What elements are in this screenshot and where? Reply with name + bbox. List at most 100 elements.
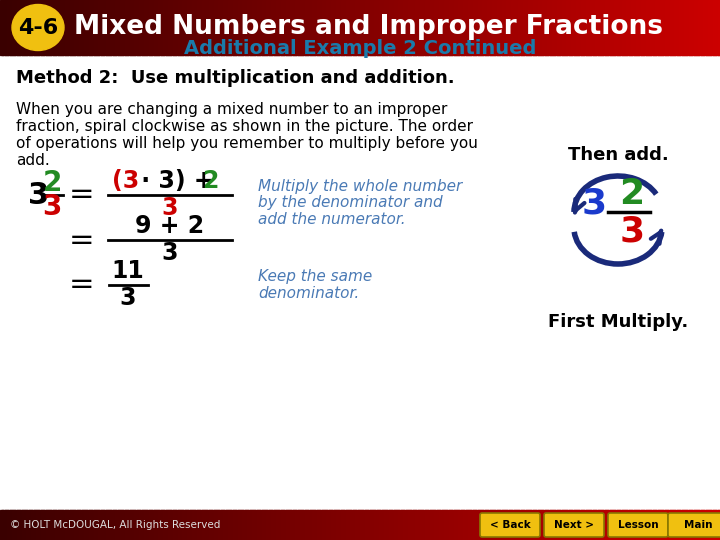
Bar <box>209 510 212 540</box>
Bar <box>5 510 8 540</box>
Bar <box>526 510 529 540</box>
Bar <box>367 510 371 540</box>
Bar <box>605 510 608 540</box>
Bar <box>538 510 541 540</box>
Bar <box>456 510 459 540</box>
Bar <box>590 510 594 540</box>
Bar <box>713 510 716 540</box>
Bar <box>2 510 6 540</box>
Bar <box>576 510 580 540</box>
Text: Mixed Numbers and Improper Fractions: Mixed Numbers and Improper Fractions <box>74 15 663 40</box>
Bar <box>245 0 248 55</box>
Bar <box>554 0 558 55</box>
Bar <box>439 0 443 55</box>
Bar <box>341 510 344 540</box>
Bar <box>67 0 71 55</box>
Text: fraction, spiral clockwise as shown in the picture. The order: fraction, spiral clockwise as shown in t… <box>16 119 473 134</box>
Bar <box>122 510 126 540</box>
Bar <box>137 510 140 540</box>
Bar <box>516 0 519 55</box>
Bar <box>238 510 241 540</box>
Bar <box>653 510 656 540</box>
Bar <box>614 510 618 540</box>
Bar <box>197 510 200 540</box>
Bar <box>369 0 373 55</box>
Bar <box>192 510 195 540</box>
Bar <box>547 0 551 55</box>
Bar <box>266 510 270 540</box>
Bar <box>151 510 155 540</box>
Bar <box>711 510 714 540</box>
Bar <box>394 0 397 55</box>
Bar <box>43 510 47 540</box>
Bar <box>405 510 409 540</box>
Bar <box>444 510 447 540</box>
Bar <box>305 0 308 55</box>
Bar <box>473 510 476 540</box>
Bar <box>261 0 265 55</box>
Bar <box>300 510 303 540</box>
Bar <box>413 510 416 540</box>
Bar <box>187 510 191 540</box>
Bar <box>274 510 277 540</box>
Bar <box>648 510 652 540</box>
Bar <box>233 0 236 55</box>
Bar <box>595 0 598 55</box>
Text: Multiply the whole number: Multiply the whole number <box>258 179 462 194</box>
Bar <box>718 0 720 55</box>
Bar <box>675 510 678 540</box>
Bar <box>420 0 423 55</box>
Bar <box>415 0 418 55</box>
Bar <box>153 0 157 55</box>
Bar <box>545 510 548 540</box>
Bar <box>497 510 500 540</box>
Bar <box>475 510 479 540</box>
Bar <box>209 0 212 55</box>
Bar <box>96 510 99 540</box>
Bar <box>247 0 251 55</box>
Bar <box>338 0 342 55</box>
Bar <box>171 0 174 55</box>
Bar <box>583 0 587 55</box>
Bar <box>142 510 145 540</box>
Bar <box>194 510 198 540</box>
Bar <box>106 510 109 540</box>
Bar <box>387 0 390 55</box>
Bar <box>252 0 256 55</box>
Bar <box>636 510 639 540</box>
Bar <box>531 510 534 540</box>
Bar <box>319 0 323 55</box>
Text: of operations will help you remember to multiply before you: of operations will help you remember to … <box>16 136 478 151</box>
Bar <box>437 0 440 55</box>
Bar <box>84 0 87 55</box>
Bar <box>58 0 61 55</box>
Bar <box>189 510 193 540</box>
Bar <box>567 0 570 55</box>
Bar <box>161 0 164 55</box>
Bar <box>297 0 301 55</box>
Bar <box>319 510 323 540</box>
Bar <box>562 0 565 55</box>
Bar <box>36 510 40 540</box>
Bar <box>163 510 166 540</box>
Bar <box>549 0 553 55</box>
Bar <box>600 510 603 540</box>
Bar <box>194 0 198 55</box>
Bar <box>117 0 121 55</box>
Bar <box>569 0 572 55</box>
Bar <box>665 510 668 540</box>
Bar <box>343 510 346 540</box>
Text: 3: 3 <box>120 286 136 310</box>
Bar <box>482 0 486 55</box>
Bar <box>70 0 73 55</box>
Bar <box>427 510 431 540</box>
Bar <box>300 0 303 55</box>
Bar <box>581 510 584 540</box>
Bar <box>72 510 76 540</box>
Bar <box>180 510 184 540</box>
Bar <box>295 510 299 540</box>
Bar <box>427 0 431 55</box>
Text: 3: 3 <box>582 187 606 221</box>
Bar <box>557 510 560 540</box>
Bar <box>81 510 85 540</box>
